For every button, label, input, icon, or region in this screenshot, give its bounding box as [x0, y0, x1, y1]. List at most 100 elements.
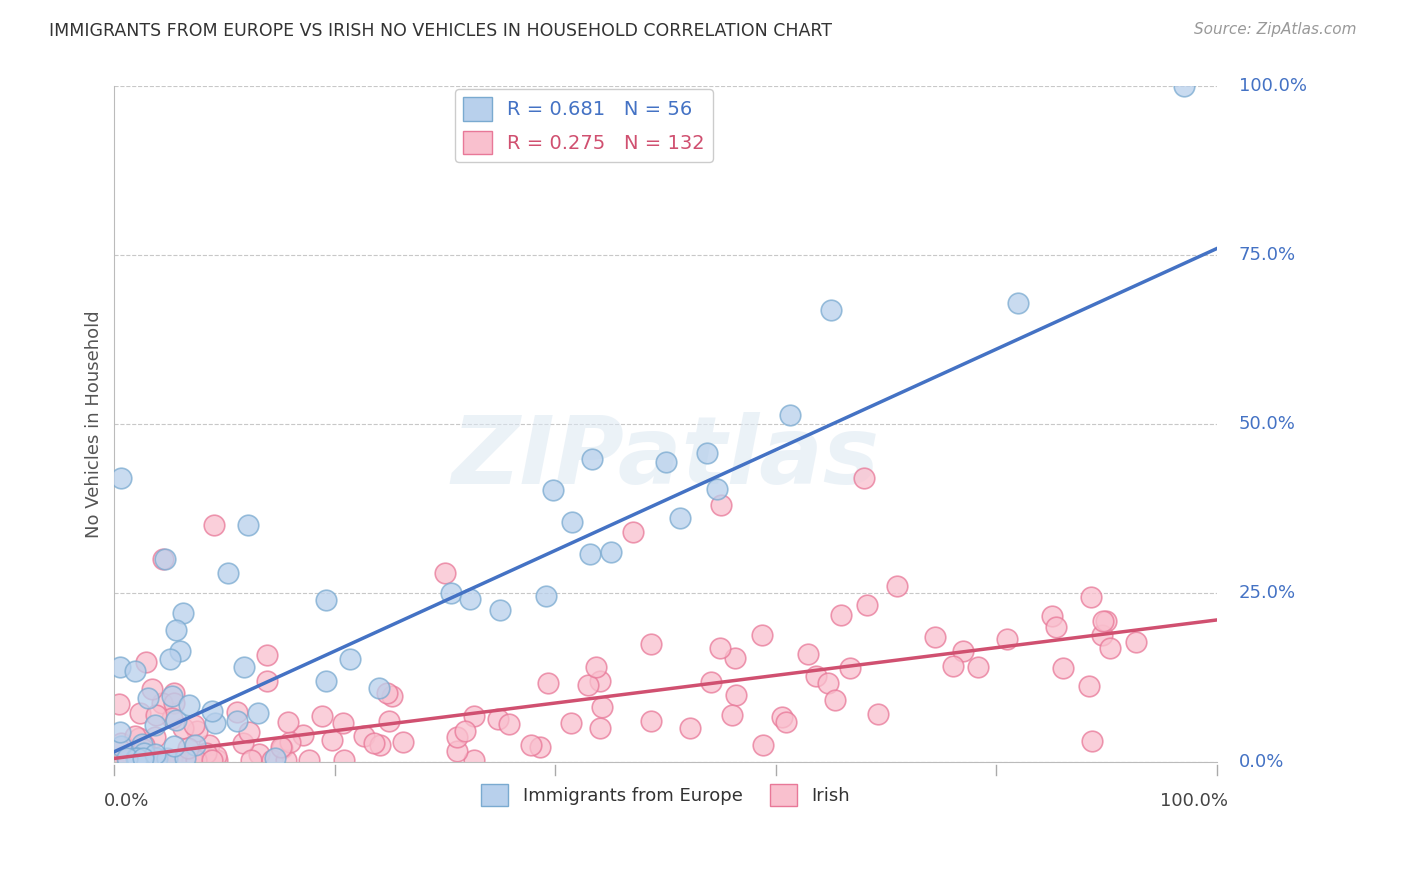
Point [114, 753, 136, 767]
Point [589, 721, 612, 735]
Point [156, 753, 179, 767]
Point [141, 682, 163, 697]
Point [120, 753, 142, 767]
Point [997, 632, 1019, 646]
Point [534, 589, 557, 603]
Point [543, 483, 565, 497]
Point [160, 689, 183, 703]
Point [446, 730, 468, 744]
Point [886, 579, 908, 593]
Point [163, 739, 186, 753]
Point [277, 715, 299, 730]
Point [143, 747, 166, 761]
Point [280, 735, 302, 749]
Point [1091, 628, 1114, 642]
Point [391, 734, 413, 748]
Point [110, 471, 132, 485]
Point [1081, 734, 1104, 748]
Point [152, 552, 174, 566]
Point [183, 718, 205, 732]
Point [108, 660, 131, 674]
Point [232, 736, 254, 750]
Point [145, 708, 167, 723]
Text: 75.0%: 75.0% [1239, 246, 1296, 264]
Point [111, 753, 134, 767]
Point [591, 699, 613, 714]
Point [186, 723, 208, 738]
Point [669, 511, 692, 525]
Point [179, 698, 201, 712]
Point [333, 753, 356, 767]
Point [779, 408, 801, 422]
Point [311, 709, 333, 723]
Point [201, 753, 224, 767]
Point [433, 566, 456, 580]
Point [110, 739, 132, 753]
Point [184, 739, 207, 753]
Point [172, 606, 194, 620]
Point [315, 673, 337, 688]
Point [197, 738, 219, 752]
Text: 100.0%: 100.0% [1239, 78, 1308, 95]
Point [458, 592, 481, 607]
Point [1091, 615, 1114, 629]
Point [256, 648, 278, 662]
Point [725, 689, 748, 703]
Point [489, 603, 512, 617]
Point [135, 656, 157, 670]
Point [176, 753, 198, 767]
Point [270, 741, 292, 756]
Point [143, 731, 166, 745]
Point [599, 545, 621, 559]
Point [375, 686, 398, 700]
Point [529, 739, 551, 754]
Point [368, 738, 391, 752]
Text: ZIPatlas: ZIPatlas [451, 412, 880, 504]
Point [124, 665, 146, 679]
Point [264, 751, 287, 765]
Point [108, 753, 131, 767]
Text: 100.0%: 100.0% [1160, 792, 1227, 810]
Point [194, 746, 217, 760]
Point [107, 753, 129, 767]
Point [367, 681, 389, 696]
Point [440, 586, 463, 600]
Point [463, 708, 485, 723]
Point [118, 753, 141, 767]
Point [204, 715, 226, 730]
Point [165, 624, 187, 638]
Point [924, 631, 946, 645]
Text: 25.0%: 25.0% [1239, 584, 1296, 602]
Point [353, 729, 375, 743]
Point [131, 737, 153, 751]
Point [107, 697, 129, 711]
Point [276, 753, 298, 767]
Point [463, 753, 485, 767]
Point [163, 686, 186, 700]
Point [578, 547, 600, 561]
Text: 0.0%: 0.0% [104, 792, 149, 810]
Point [640, 637, 662, 651]
Point [536, 675, 558, 690]
Point [181, 753, 204, 767]
Point [256, 673, 278, 688]
Point [156, 751, 179, 765]
Point [145, 718, 167, 732]
Point [247, 747, 270, 762]
Point [107, 753, 129, 767]
Point [581, 452, 603, 467]
Point [1173, 79, 1195, 94]
Point [232, 660, 254, 674]
Point [967, 660, 990, 674]
Point [205, 749, 228, 764]
Point [576, 678, 599, 692]
Point [270, 740, 292, 755]
Point [315, 593, 337, 607]
Point [560, 715, 582, 730]
Text: 0.0%: 0.0% [1239, 753, 1284, 771]
Point [145, 751, 167, 765]
Point [640, 714, 662, 728]
Point [1007, 295, 1029, 310]
Point [163, 696, 186, 710]
Point [709, 640, 731, 655]
